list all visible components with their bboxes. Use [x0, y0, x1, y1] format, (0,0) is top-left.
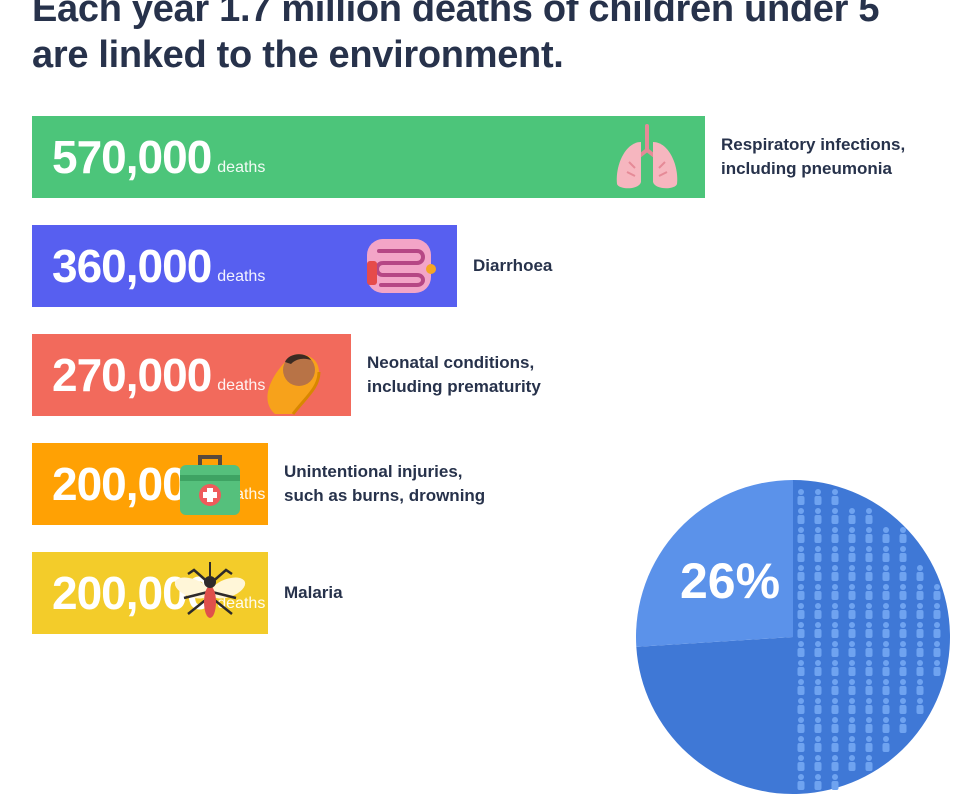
bar-category-label: Diarrhoea	[473, 254, 552, 278]
bar-3: 270,000 deaths	[32, 334, 351, 416]
mosquito-icon	[170, 558, 250, 628]
first-aid-kit-icon	[170, 449, 250, 519]
bar-category-label-line-1: Neonatal conditions,	[367, 353, 535, 372]
bar-unit-label: deaths	[217, 377, 266, 394]
bar-category-label: Neonatal conditions, including prematurit…	[367, 351, 541, 399]
bar-category-label-line-1: Respiratory infections,	[721, 135, 906, 154]
bar-unit-label: deaths	[217, 159, 266, 176]
bar-category-label: Unintentional injuries, such as burns, dr…	[284, 460, 485, 508]
lungs-icon	[607, 122, 687, 192]
bar-value-label: 360,000	[52, 240, 212, 292]
bar-category-label-line-1: Unintentional injuries,	[284, 462, 463, 481]
bar-4: 200,000 deaths	[32, 443, 268, 525]
bar-value-label: 270,000	[52, 349, 212, 401]
bar-category-label-line-1: Malaria	[284, 583, 343, 602]
intestine-icon	[359, 231, 439, 301]
percentage-pie	[636, 480, 950, 794]
pie-highlight-slice	[636, 480, 793, 647]
bar-category-label-line-2: such as burns, drowning	[284, 486, 486, 505]
bar-1: 570,000 deaths	[32, 116, 705, 198]
pie-percentage-label: 26%	[680, 553, 781, 609]
title-line-2: are linked to the environment.	[32, 34, 564, 76]
bar-unit-label: deaths	[217, 595, 266, 612]
bar-category-label-line-2: including pneumonia	[721, 159, 892, 178]
bar-value-label: 570,000	[52, 131, 212, 183]
bar-category-label-line-2: including prematurity	[367, 377, 541, 396]
title-line-1: Each year 1.7 million deaths of children…	[32, 0, 880, 30]
bar-category-label: Malaria	[284, 581, 343, 605]
bar-category-label: Respiratory infections, including pneumon…	[721, 133, 905, 181]
bar-2: 360,000 deaths	[32, 225, 457, 307]
bar-5: 200,000 deaths	[32, 552, 268, 634]
bar-category-label-line-1: Diarrhoea	[473, 256, 553, 275]
bar-unit-label: deaths	[217, 268, 266, 285]
chart-title: Each year 1.7 million deaths of children…	[32, 0, 932, 78]
baby-icon	[253, 336, 333, 416]
